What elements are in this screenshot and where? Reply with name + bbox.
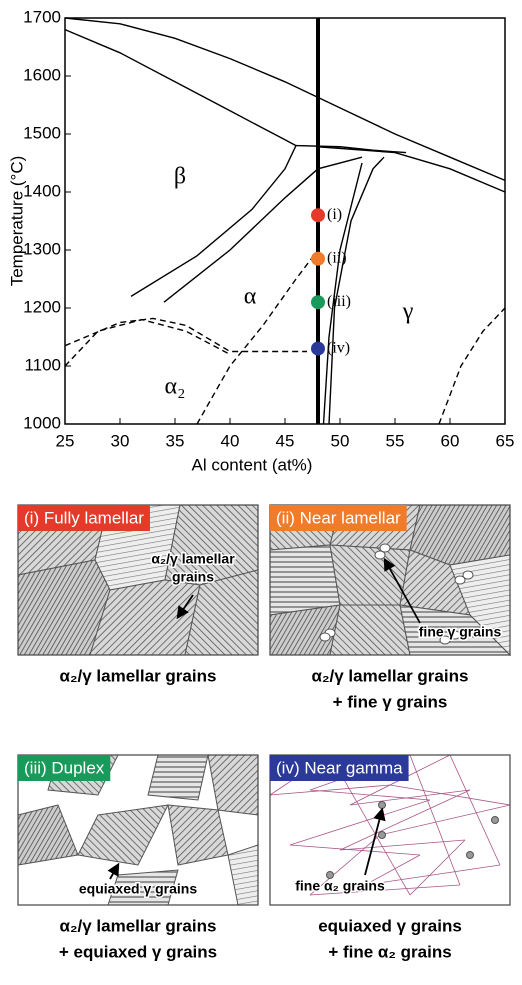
y-tick-label: 1000 — [23, 413, 61, 432]
panel-title: (iv) Near gamma — [276, 758, 403, 777]
panel-caption: α₂/γ lamellar grains — [60, 666, 217, 685]
y-tick-label: 1400 — [23, 181, 61, 200]
phase-label: β — [174, 164, 186, 190]
phase-boundary — [65, 18, 505, 180]
x-tick-label: 50 — [331, 431, 350, 450]
x-axis-label: Al content (at%) — [192, 455, 313, 474]
plot-frame — [65, 18, 505, 424]
phase-boundary — [318, 147, 505, 192]
fine-alpha2 — [467, 852, 474, 859]
x-tick-label: 30 — [111, 431, 130, 450]
x-tick-label: 45 — [276, 431, 295, 450]
grain — [330, 545, 410, 605]
phase-boundary — [131, 146, 296, 297]
fine-gamma — [463, 571, 473, 579]
fine-gamma — [320, 633, 330, 641]
panel-note: grains — [172, 569, 214, 585]
temperature-point — [311, 342, 325, 356]
y-tick-label: 1200 — [23, 297, 61, 316]
fine-gamma — [380, 544, 390, 552]
point-label: (i) — [327, 206, 342, 223]
x-tick-label: 35 — [166, 431, 185, 450]
x-tick-label: 60 — [441, 431, 460, 450]
phase-boundary — [65, 318, 307, 351]
y-tick-label: 1600 — [23, 65, 61, 84]
temperature-point — [311, 208, 325, 222]
phase-boundary — [439, 308, 505, 424]
phase-boundary — [65, 30, 296, 146]
phase-label: γ — [402, 299, 414, 325]
panels: (i) Fully lamellar α₂/γ lamellar grains α₂/… — [18, 505, 510, 961]
x-tick-label: 40 — [221, 431, 240, 450]
page: Al content (at%) Temperature (°C) 25 30 35… — [0, 0, 522, 985]
x-tick-label: 25 — [56, 431, 75, 450]
panel-caption: α₂/γ lamellar grains — [60, 916, 217, 935]
phase-label: α — [244, 284, 257, 310]
phase-label: α₂ — [165, 374, 186, 400]
grain — [148, 755, 208, 800]
y-tick-label: 1100 — [24, 355, 61, 374]
phase-boundary — [329, 157, 384, 424]
panel-note: fine α₂ grains — [295, 878, 385, 894]
grain — [270, 545, 340, 615]
phase-boundary — [197, 250, 318, 424]
panel-title: (ii) Near lamellar — [276, 508, 401, 527]
temperature-point — [311, 252, 325, 266]
fine-alpha2 — [492, 817, 499, 824]
figure: Al content (at%) Temperature (°C) 25 30 35… — [0, 0, 522, 985]
panel-caption: α₂/γ lamellar grains — [312, 666, 469, 685]
y-tick-label: 1500 — [23, 123, 61, 142]
panel: (iv) Near gamma fine α₂ grains — [270, 755, 510, 905]
panel-note: fine γ grains — [419, 624, 502, 640]
panel-caption: + equiaxed γ grains — [59, 942, 217, 961]
panel-caption: + fine γ grains — [333, 692, 448, 711]
phase-boundary — [164, 157, 362, 302]
phase-boundary — [65, 320, 230, 366]
panel: (ii) Near lamellar fine γ grains — [270, 505, 510, 655]
temperature-point — [311, 295, 325, 309]
point-label: (iv) — [327, 339, 350, 356]
panel-title: (iii) Duplex — [24, 758, 105, 777]
panel-note: α₂/γ lamellar — [151, 551, 235, 567]
panel-caption: + fine α₂ grains — [328, 942, 451, 961]
panel: (i) Fully lamellar α₂/γ lamellar grains — [18, 505, 258, 655]
panel: (iii) Duplex equiaxed γ grains — [18, 755, 258, 905]
point-label: (ii) — [327, 249, 347, 266]
panel-note: equiaxed γ grains — [79, 881, 197, 897]
y-axis-label: Temperature (°C) — [7, 156, 26, 287]
x-tick-label: 65 — [496, 431, 515, 450]
y-tick-label: 1700 — [23, 7, 61, 26]
y-tick-label: 1300 — [23, 239, 61, 258]
point-label: (iii) — [327, 293, 351, 310]
x-tick-label: 55 — [386, 431, 405, 450]
grain — [330, 605, 410, 655]
fine-alpha2 — [379, 802, 386, 809]
fine-alpha2 — [379, 832, 386, 839]
panel-title: (i) Fully lamellar — [24, 508, 144, 527]
panel-caption: equiaxed γ grains — [318, 916, 462, 935]
grain — [168, 805, 228, 865]
